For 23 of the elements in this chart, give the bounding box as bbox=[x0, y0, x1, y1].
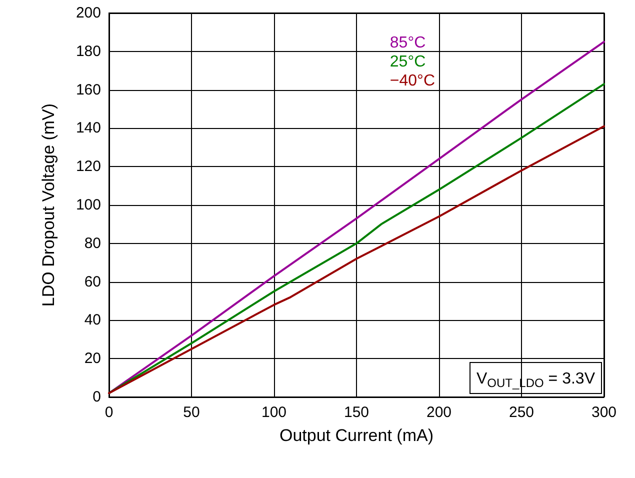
y-tick-label: 160 bbox=[76, 81, 101, 98]
x-tick-label: 250 bbox=[508, 404, 534, 421]
x-axis-title: Output Current (mA) bbox=[280, 426, 434, 445]
text: −40°C bbox=[390, 72, 435, 90]
y-tick-label: 140 bbox=[76, 120, 101, 137]
text: 25°C bbox=[390, 54, 426, 70]
y-tick-label: 60 bbox=[84, 273, 101, 290]
x-tick-label: 100 bbox=[261, 404, 287, 421]
x-tick-label: 0 bbox=[104, 404, 114, 421]
y-tick-label: 100 bbox=[76, 196, 101, 214]
x-tick-label: 200 bbox=[426, 404, 452, 421]
y-tick-label: 200 bbox=[76, 4, 101, 22]
x-tick-label: 300 bbox=[591, 404, 617, 421]
y-tick-label: 40 bbox=[84, 312, 101, 329]
y-tick-label: 180 bbox=[76, 42, 101, 60]
y-tick-label: 20 bbox=[84, 350, 101, 368]
y-axis-title: LDO Dropout Voltage (mV) bbox=[39, 103, 58, 307]
y-tick-label: 120 bbox=[76, 158, 101, 176]
y-tick-label: 80 bbox=[84, 234, 101, 252]
text: 85°C bbox=[390, 34, 426, 52]
x-tick-label: 150 bbox=[344, 404, 370, 421]
x-tick-label: 50 bbox=[183, 404, 200, 421]
y-tick-label: 0 bbox=[92, 388, 101, 406]
